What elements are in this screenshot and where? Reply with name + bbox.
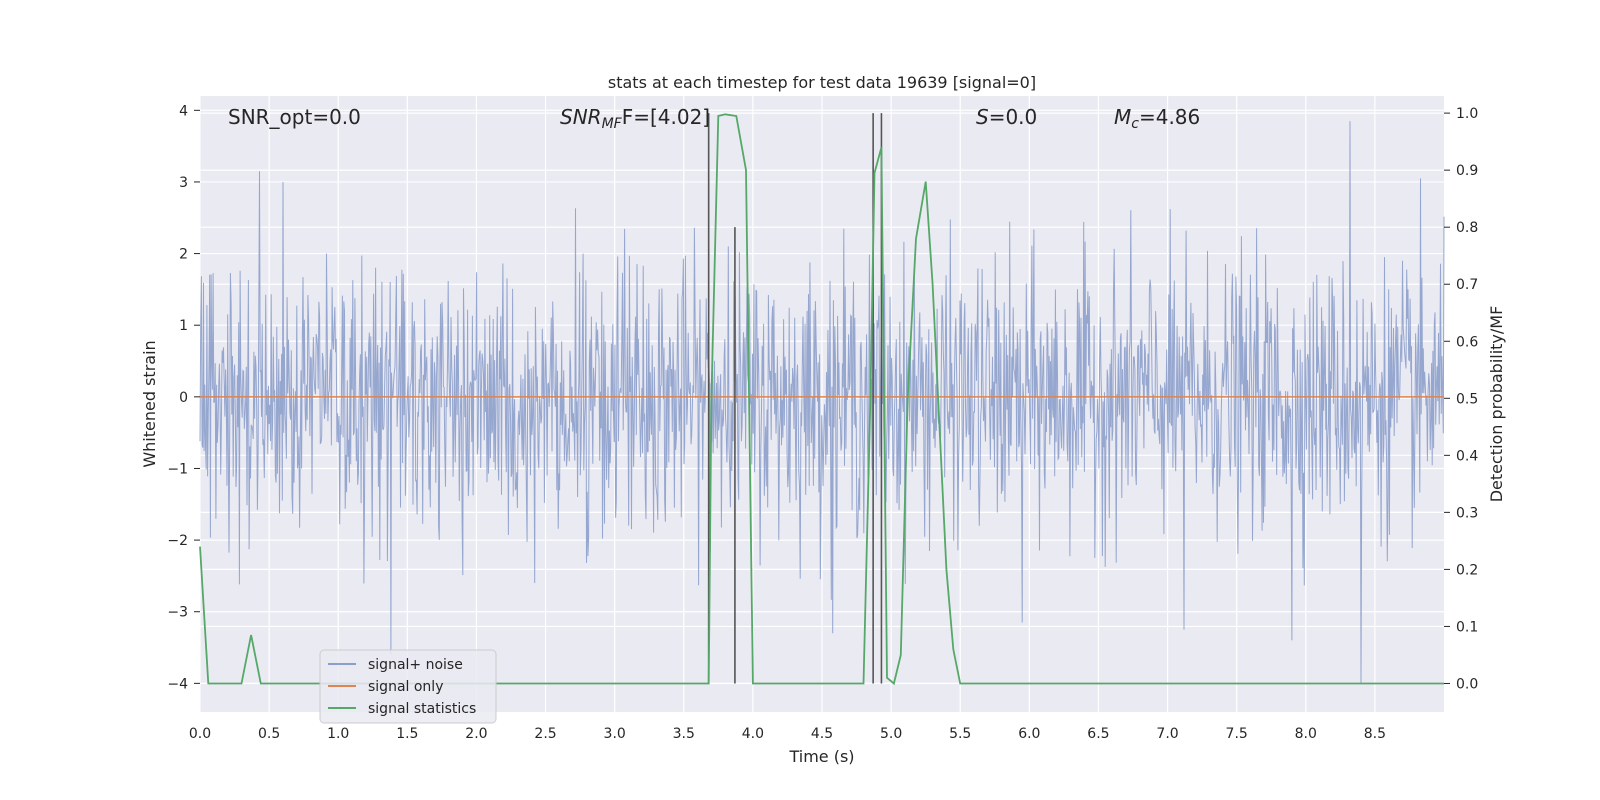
- y-right-axis-label: Detection probability/MF: [1487, 306, 1506, 503]
- x-axis-ticks: 0.0 0.5 1.0 1.5 2.0 2.5 3.0 3.5 4.0 4.5 5.0 5.5 6.0 6…: [189, 726, 1386, 742]
- x-tick-label: 5.5: [949, 726, 971, 742]
- x-tick-label: 8.0: [1295, 726, 1317, 742]
- x-tick-label: 2.5: [534, 726, 556, 742]
- signal-noise-series: [199, 121, 1445, 684]
- y-right-tick-label: 0.2: [1456, 562, 1478, 578]
- y-left-tick-label: 1: [179, 318, 188, 334]
- y-left-tick-label: 0: [179, 390, 188, 406]
- grid-lines: [199, 96, 1444, 712]
- y-left-axis-ticks: 4 3 2 1 0 −1 −2 −3 −4: [167, 103, 200, 692]
- y-left-tick-label: −1: [167, 461, 188, 477]
- x-tick-label: 6.5: [1087, 726, 1109, 742]
- x-tick-label: 5.0: [880, 726, 902, 742]
- y-right-tick-label: 0.9: [1456, 163, 1478, 179]
- y-left-tick-label: −4: [167, 676, 188, 692]
- x-tick-label: 1.5: [396, 726, 418, 742]
- x-tick-label: 7.5: [1226, 726, 1248, 742]
- y-right-tick-label: 0.3: [1456, 505, 1478, 521]
- y-right-tick-label: 1.0: [1456, 106, 1478, 122]
- y-right-tick-label: 0.0: [1456, 676, 1478, 692]
- x-tick-label: 3.5: [673, 726, 695, 742]
- x-tick-label: 4.0: [742, 726, 764, 742]
- y-right-tick-label: 0.8: [1456, 220, 1478, 236]
- y-right-tick-label: 0.1: [1456, 619, 1478, 635]
- y-left-tick-label: 2: [179, 247, 188, 263]
- x-tick-label: 6.0: [1018, 726, 1040, 742]
- x-tick-label: 1.0: [327, 726, 349, 742]
- chart-title: stats at each timestep for test data 196…: [608, 73, 1036, 92]
- x-tick-label: 7.0: [1156, 726, 1178, 742]
- annotation-snr-opt: SNR_opt=0.0: [228, 105, 361, 129]
- y-left-tick-label: 4: [179, 103, 188, 119]
- annotation-mc: Mc=4.86: [1114, 105, 1200, 132]
- x-tick-label: 3.0: [604, 726, 626, 742]
- legend-label-signal-only: signal only: [368, 679, 443, 695]
- legend-label-signal-noise: signal+ noise: [368, 657, 463, 673]
- y-right-tick-label: 0.5: [1456, 391, 1478, 407]
- signal-noise-trace: [199, 121, 1445, 684]
- legend: signal+ noise signal only signal statist…: [319, 649, 497, 724]
- x-tick-label: 2.0: [465, 726, 487, 742]
- x-axis-label: Time (s): [788, 747, 854, 766]
- y-left-tick-label: −2: [167, 533, 188, 549]
- x-tick-label: 8.5: [1364, 726, 1386, 742]
- y-left-axis-label: Whitened strain: [140, 340, 159, 467]
- x-tick-label: 0.0: [189, 726, 211, 742]
- y-right-tick-label: 0.6: [1456, 334, 1478, 350]
- legend-box: [319, 649, 497, 724]
- annotation-snr-mf: SNRMFF=[4.02]: [560, 105, 710, 132]
- y-left-tick-label: −3: [167, 605, 188, 621]
- signal-statistics-line: [199, 113, 1444, 686]
- y-left-tick-label: 3: [179, 175, 188, 191]
- legend-label-signal-statistics: signal statistics: [368, 701, 476, 717]
- x-tick-label: 4.5: [811, 726, 833, 742]
- annotation-s: S=0.0: [976, 105, 1037, 129]
- y-right-tick-label: 0.7: [1456, 277, 1478, 293]
- y-right-axis-ticks: 1.0 0.9 0.8 0.7 0.6 0.5 0.4 0.3 0.2 0.1 0.0: [1444, 106, 1478, 692]
- x-tick-label: 0.5: [258, 726, 280, 742]
- y-right-tick-label: 0.4: [1456, 448, 1478, 464]
